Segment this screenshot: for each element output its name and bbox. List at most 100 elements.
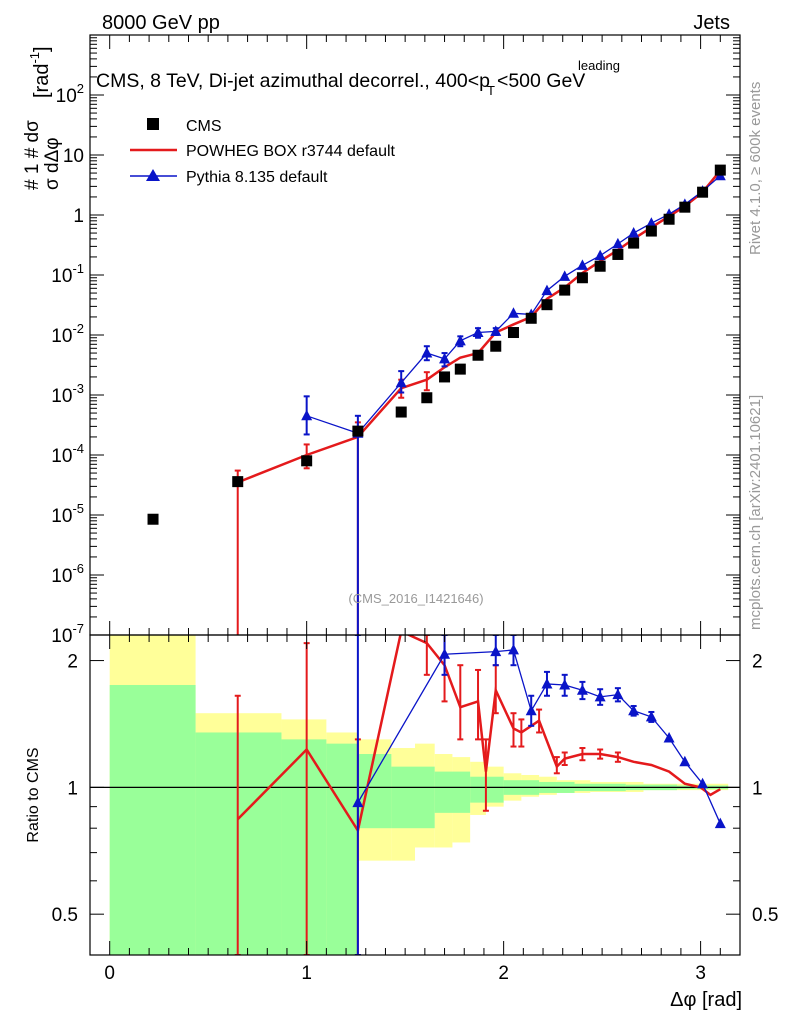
legend-powheg-label: POWHEG BOX r3744 default — [186, 143, 396, 160]
band-stat-segment — [281, 739, 327, 955]
x-axis-label: Δφ [rad] — [670, 989, 742, 1011]
legend-cms-marker — [147, 118, 159, 130]
cms-point — [439, 371, 451, 383]
pythia-point — [628, 227, 640, 238]
ratio-pythia-line — [357, 649, 721, 824]
cms-point — [576, 272, 588, 284]
cms-point — [541, 299, 553, 311]
ratio-pythia-point — [697, 777, 709, 789]
ytick-exp: -7 — [72, 621, 84, 636]
ratio-pythia-point — [679, 755, 691, 767]
ratio-pythia-point — [714, 817, 726, 829]
pythia-point — [395, 376, 407, 388]
pythia-point — [454, 334, 466, 346]
main-ylabel: # 1 # dσ σ dΔφ [rad-1] — [22, 46, 63, 190]
ratio-pythia-point — [594, 690, 606, 702]
ytick-base: 10 — [56, 86, 77, 107]
ratio-pythia-point — [576, 684, 588, 695]
legend-pythia-marker — [146, 169, 160, 181]
ratio-uncertainty-bands — [90, 635, 740, 955]
main-ytick-label: 10-2 — [51, 321, 84, 347]
ratio-frame — [89, 634, 741, 956]
band-stat-segment — [326, 743, 358, 955]
band-stat-segment — [357, 754, 392, 829]
legend-cms-label: CMS — [186, 118, 222, 135]
ratio-pythia-point — [490, 645, 502, 657]
pythia-point — [541, 284, 553, 296]
ratio-ytick-label-right: 1 — [752, 778, 763, 799]
cms-point — [697, 186, 709, 198]
ratio-ytick-label-left: 2 — [67, 652, 78, 673]
ratio-pythia-point — [525, 704, 537, 716]
cms-point — [525, 312, 537, 324]
main-ytick-label: 10 — [63, 146, 84, 167]
pythia-point — [576, 259, 588, 270]
ytick-exp: -2 — [72, 321, 84, 336]
ytick-exp: -4 — [72, 441, 84, 456]
ratio-panel-marks — [234, 635, 726, 955]
cms-point — [612, 248, 624, 260]
cms-point — [507, 327, 519, 339]
ratio-ytick-label-left: 1 — [67, 778, 78, 799]
cms-point — [645, 225, 657, 237]
band-stat-segment — [391, 766, 435, 829]
x-tick-label: 2 — [498, 963, 509, 984]
plot-title: CMS, 8 TeV, Di-jet azimuthal decorrel., … — [96, 70, 585, 98]
main-ytick-label: 10-6 — [51, 561, 84, 587]
pythia-point — [301, 409, 313, 421]
plot-title-sub: T — [487, 83, 495, 98]
header-left: 8000 GeV pp — [102, 12, 220, 34]
plot-title-tail: <500 GeV — [497, 70, 585, 92]
ratio-pythia-point — [507, 643, 519, 655]
pythia-point — [507, 307, 519, 318]
main-ytick-label: 10-4 — [51, 441, 84, 467]
main-ytick-label: 10-3 — [51, 381, 84, 407]
side-label-bottom: mcplots.cern.ch [arXiv:2401.10621] — [747, 395, 764, 630]
pythia-point — [490, 325, 502, 336]
cms-point — [472, 349, 484, 361]
pythia-point — [421, 347, 433, 358]
ytick-exp: -6 — [72, 561, 84, 576]
ytick-base: 10 — [51, 566, 72, 587]
cms-point — [663, 213, 675, 225]
ytick-base: 10 — [51, 266, 72, 287]
pythia-point — [472, 326, 484, 338]
cms-point — [559, 284, 571, 296]
legend: CMS POWHEG BOX r3744 default Pythia 8.13… — [130, 118, 396, 186]
pythia-line — [306, 175, 721, 435]
ratio-ytick-label-left: 0.5 — [52, 905, 78, 926]
band-stat-segment — [109, 684, 196, 955]
cms-point — [301, 455, 313, 467]
main-ylabel-unit: [rad-1] — [27, 46, 53, 98]
ratio-ytick-label-right: 0.5 — [752, 905, 778, 926]
header-right: Jets — [693, 12, 730, 34]
ratio-ylabel: Ratio to CMS — [25, 747, 42, 842]
cms-point — [594, 260, 606, 272]
ytick-exp: -3 — [72, 381, 84, 396]
plot-title-sup: leading — [578, 58, 620, 73]
main-ytick-label: 1 — [73, 206, 84, 227]
x-tick-label: 1 — [301, 963, 312, 984]
main-ytick-label: 10-7 — [51, 621, 84, 647]
powheg-line — [237, 169, 722, 484]
main-ylabel-bottom: σ dΔφ — [42, 137, 63, 190]
ratio-pythia-point — [663, 731, 675, 743]
cms-point — [421, 392, 433, 404]
ratio-pythia-point — [559, 678, 571, 690]
ratio-pythia-point — [645, 710, 657, 722]
ytick-exp: 2 — [77, 81, 84, 96]
ytick-exp: -1 — [72, 261, 84, 276]
pythia-point — [645, 217, 657, 228]
main-ylabel-unit-sup: -1 — [27, 52, 42, 64]
ratio-pythia-point — [352, 796, 364, 808]
main-ylabel-top: # 1 # dσ — [22, 120, 43, 190]
ytick-base: 10 — [51, 626, 72, 647]
main-panel-marks — [147, 164, 726, 635]
x-tick-label: 0 — [104, 963, 115, 984]
ytick-base: 10 — [51, 446, 72, 467]
ytick-base: 10 — [51, 506, 72, 527]
cms-point — [628, 237, 640, 249]
main-ytick-label: 10-1 — [51, 261, 84, 287]
